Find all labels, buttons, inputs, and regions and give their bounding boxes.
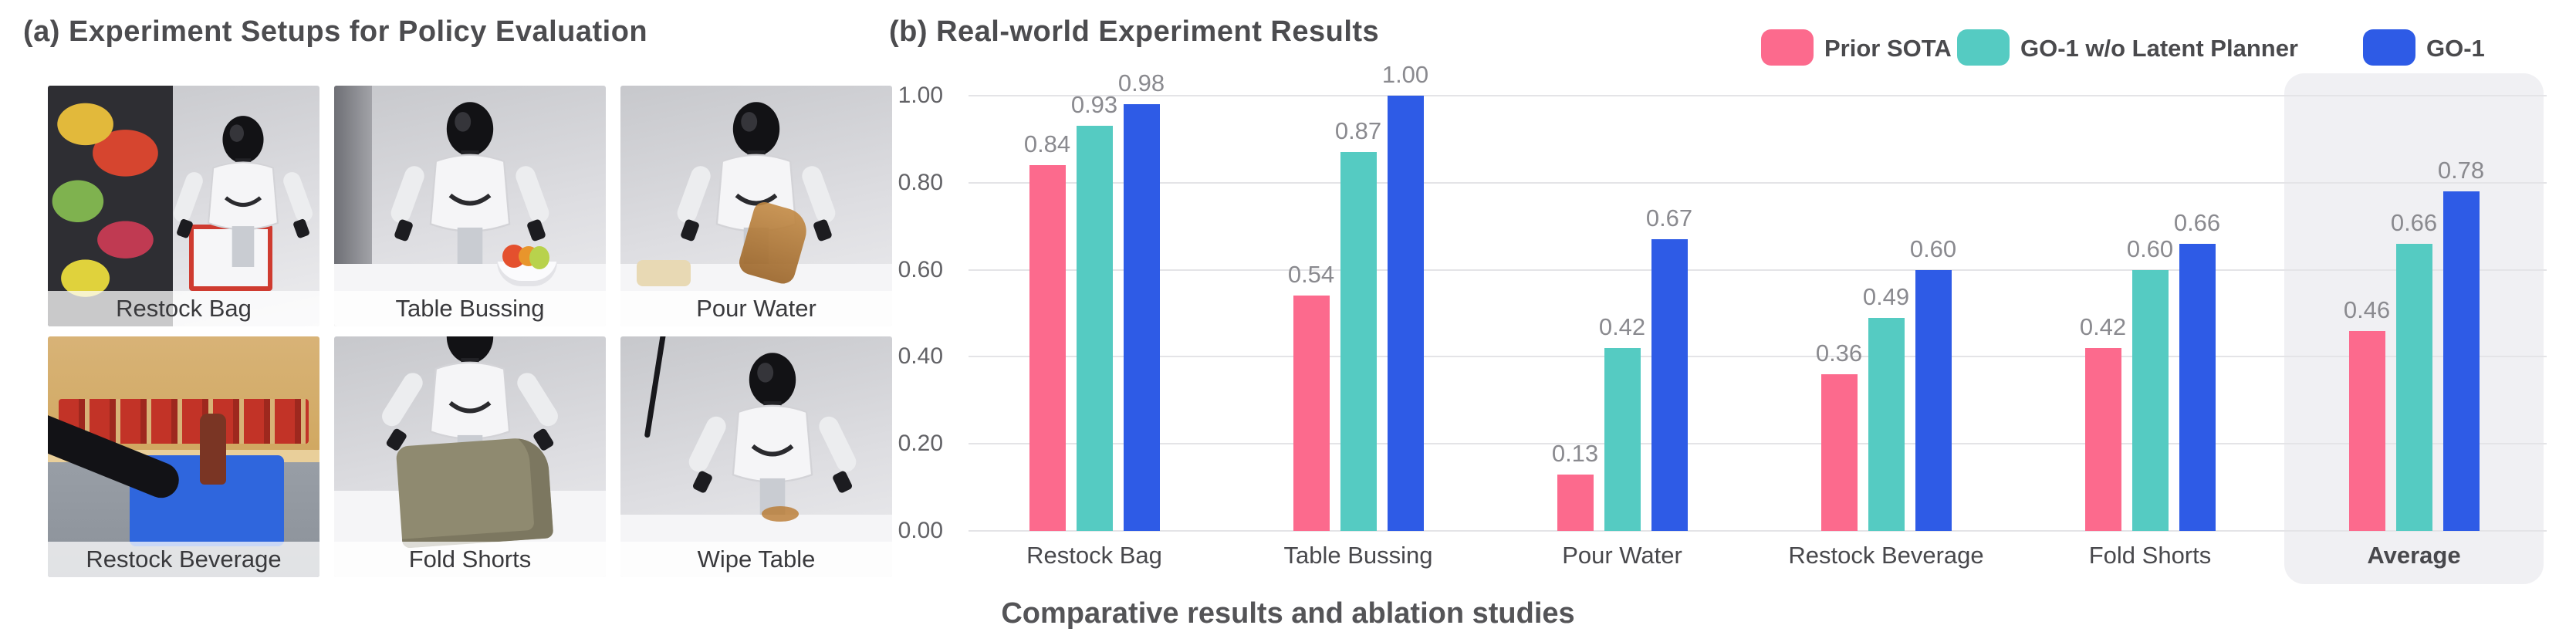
- bar-value-label: 0.36: [1815, 339, 1863, 367]
- bar-go-1-w-o-latent-planner: [1076, 126, 1113, 531]
- bar-value-label: 0.54: [1287, 261, 1335, 289]
- category-label: Table Bussing: [1283, 542, 1433, 569]
- bar-value-label: 0.87: [1334, 117, 1382, 145]
- gridline: [969, 356, 2547, 358]
- photo-wipe-table: Wipe Table: [620, 336, 892, 577]
- category-label: Pour Water: [1562, 542, 1682, 569]
- photo-label: Restock Beverage: [48, 542, 319, 577]
- category-label: Average: [2367, 542, 2461, 569]
- legend-label: GO-1: [2426, 35, 2485, 62]
- robot-graphic: [174, 116, 313, 268]
- gridline: [969, 443, 2547, 445]
- panel-a-title: (a) Experiment Setups for Policy Evaluat…: [23, 15, 648, 48]
- photo-label: Table Bussing: [334, 291, 606, 326]
- fruit-graphic: [529, 246, 550, 269]
- bar-value-label: 0.93: [1070, 91, 1118, 119]
- category-label: Fold Shorts: [2088, 542, 2212, 569]
- legend-label: GO-1 w/o Latent Planner: [2020, 35, 2298, 62]
- robot-graphic: [390, 102, 549, 275]
- spill-graphic: [762, 506, 800, 522]
- bar-value-label: 0.42: [1598, 313, 1646, 341]
- gridline: [969, 530, 2547, 532]
- bar-prior-sota: [1557, 474, 1594, 531]
- photo-restock-beverage: Restock Beverage: [48, 336, 319, 577]
- bar-go-1: [1651, 239, 1688, 531]
- bar-prior-sota: [1029, 165, 1066, 531]
- bar-value-label: 0.66: [2390, 208, 2438, 236]
- photo-fold-shorts: Fold Shorts: [334, 336, 606, 577]
- bar-value-label: 0.60: [2126, 235, 2174, 262]
- snack-shelf-graphic: [48, 86, 173, 326]
- bar-go-1: [1915, 269, 1952, 531]
- bar-value-label: 1.00: [1381, 61, 1429, 88]
- bottle-graphic: [200, 414, 227, 485]
- photo-table-bussing: Table Bussing: [334, 86, 606, 326]
- photo-label: Pour Water: [620, 291, 892, 326]
- bar-value-label: 0.66: [2173, 208, 2221, 236]
- bar-value-label: 0.46: [2343, 296, 2391, 323]
- figure-caption: Comparative results and ablation studies: [1001, 597, 1575, 630]
- bar-prior-sota: [1820, 373, 1858, 531]
- shorts-graphic: [396, 436, 554, 549]
- mic-stand-graphic: [644, 336, 668, 438]
- panel-b-title: (b) Real-world Experiment Results: [889, 15, 1380, 48]
- coaster-graphic: [637, 260, 691, 286]
- gridline: [969, 181, 2547, 184]
- gridline: [969, 269, 2547, 271]
- y-axis-tick-label: 0.00: [898, 518, 943, 543]
- bar-prior-sota: [2084, 348, 2121, 531]
- bar-value-label: 0.42: [2079, 313, 2127, 341]
- legend-swatch-icon: [1957, 29, 2010, 66]
- legend-swatch-icon: [2363, 29, 2415, 66]
- photo-label: Fold Shorts: [334, 542, 606, 577]
- bar-go-1: [1387, 96, 1424, 531]
- y-axis-tick-label: 0.60: [898, 256, 943, 282]
- bar-go-1-w-o-latent-planner: [1604, 348, 1641, 531]
- bar-value-label: 0.13: [1551, 439, 1599, 467]
- bar-value-label: 0.78: [2437, 157, 2485, 184]
- y-axis-tick-label: 0.20: [898, 431, 943, 457]
- y-axis-tick-label: 0.40: [898, 343, 943, 370]
- bar-go-1-w-o-latent-planner: [1340, 152, 1377, 531]
- y-axis-tick-label: 1.00: [898, 83, 943, 108]
- photo-restock-bag: Restock Bag: [48, 86, 319, 326]
- photo-pour-water: Pour Water: [620, 86, 892, 326]
- category-label: Restock Bag: [1026, 542, 1162, 569]
- bar-prior-sota: [2348, 330, 2385, 531]
- bar-value-label: 0.98: [1117, 69, 1165, 97]
- legend-swatch-icon: [1761, 29, 1814, 66]
- bar-go-1: [1123, 104, 1160, 531]
- robot-graphic: [688, 353, 857, 525]
- gridline: [969, 95, 2547, 96]
- bar-go-1: [2179, 243, 2216, 531]
- bar-value-label: 0.49: [1862, 282, 1910, 310]
- bar-go-1-w-o-latent-planner: [1868, 317, 1905, 531]
- bar-value-label: 0.84: [1023, 130, 1071, 158]
- bar-value-label: 0.67: [1645, 204, 1693, 232]
- y-axis-tick-label: 0.80: [898, 169, 943, 195]
- bar-go-1-w-o-latent-planner: [2395, 243, 2432, 531]
- photo-label: Wipe Table: [620, 542, 892, 577]
- bar-go-1: [2442, 191, 2480, 531]
- category-label: Restock Beverage: [1788, 542, 1984, 569]
- bar-value-label: 0.60: [1909, 235, 1957, 262]
- legend-label: Prior SOTA: [1824, 35, 1952, 62]
- bar-prior-sota: [1293, 296, 1330, 531]
- photo-label: Restock Bag: [48, 291, 319, 326]
- bar-go-1-w-o-latent-planner: [2131, 269, 2169, 531]
